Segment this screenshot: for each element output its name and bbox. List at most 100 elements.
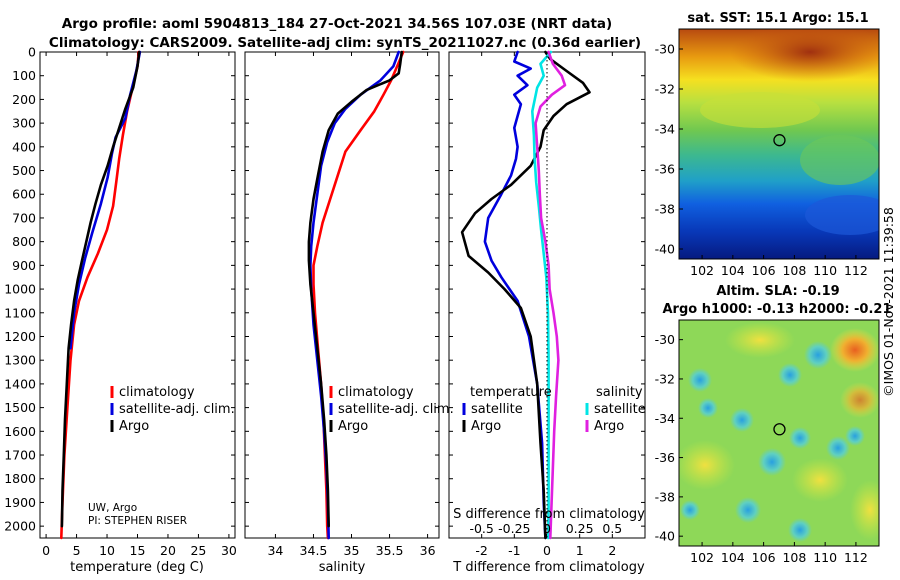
sla-low-patch <box>758 448 786 476</box>
sla-low-patch <box>698 398 718 418</box>
depth-tick-label: 1000 <box>4 282 36 297</box>
depth-tick-label: 1300 <box>4 353 36 368</box>
legend-label-satellite: satellite-adj. clim. <box>338 402 454 417</box>
lat-tick-label: -36 <box>655 450 675 465</box>
sla-low-patch <box>688 368 712 392</box>
temperature-panel-frame <box>39 51 236 539</box>
legend-label-t-argo: Argo <box>471 419 501 434</box>
sla-axes: 102 104 106 108 110 112 -30 -32 -34 -36 -38 -40 <box>655 332 868 565</box>
x-tick-label: 2 <box>608 543 616 558</box>
legend-title-temperature: temperature <box>470 385 552 400</box>
difference-plot: -2 -1 0 1 2 -0.5 -0.25 0 0.25 0.5 <box>460 50 622 558</box>
legend-title-salinity: salinity <box>596 385 643 400</box>
legend-label-climatology: climatology <box>119 385 195 400</box>
sla-map-frame <box>678 319 880 547</box>
depth-tick-label: 1700 <box>4 448 36 463</box>
sla-low-patch <box>788 518 812 542</box>
depth-tick-label: 800 <box>12 234 36 249</box>
lon-tick-label: 106 <box>752 550 776 565</box>
sst-warm-patch <box>730 29 879 82</box>
sla-low-patch <box>730 408 754 432</box>
depth-tick-label: 2000 <box>4 519 36 534</box>
s-tick-label: 0.5 <box>602 521 622 536</box>
x-tick-label: 5 <box>73 543 81 558</box>
figure-title-line2: Climatology: CARS2009. Satellite-adj cli… <box>49 35 641 51</box>
depth-tick-label: 1900 <box>4 495 36 510</box>
lon-tick-label: 104 <box>721 263 745 278</box>
x-tick-label: 20 <box>160 543 176 558</box>
sla-low-patch <box>845 426 865 446</box>
sst-yellow-patch <box>700 92 820 128</box>
legend-label-climatology: climatology <box>338 385 414 400</box>
depth-tick-label: 700 <box>12 210 36 225</box>
lat-tick-label: -36 <box>655 162 675 177</box>
sla-map-title2: Argo h1000: -0.13 h2000: -0.21 <box>662 302 891 317</box>
series-argo <box>307 50 404 528</box>
s-tick-label: -0.5 <box>469 521 493 536</box>
x-tick-label: 30 <box>221 543 237 558</box>
sla-argo-marker <box>773 423 786 436</box>
sla-high-patch <box>830 328 879 372</box>
depth-tick-label: 1800 <box>4 471 36 486</box>
x-tick-label: 10 <box>99 543 115 558</box>
sst-map-frame <box>678 28 880 260</box>
legend-label-satellite: satellite-adj. clim. <box>119 402 235 417</box>
lat-tick-label: -30 <box>655 332 675 347</box>
series-satellite-adj-clim- <box>309 50 401 540</box>
legend-label-argo: Argo <box>338 419 368 434</box>
lon-tick-label: 102 <box>690 550 714 565</box>
depth-tick-label: 400 <box>12 139 36 154</box>
series-argo <box>60 50 141 528</box>
lat-tick-label: -30 <box>655 42 675 57</box>
salinity-plot: 34 34.5 35 35.5 36 <box>267 50 436 558</box>
credit-line2: PI: STEPHEN RISER <box>88 515 187 527</box>
lon-tick-label: 112 <box>844 263 868 278</box>
sla-map-image <box>679 320 879 546</box>
x-tick-label: 15 <box>130 543 146 558</box>
x-tick-label: 34 <box>267 543 283 558</box>
x-tick-label: -1 <box>508 543 520 558</box>
depth-tick-label: 900 <box>12 258 36 273</box>
sla-yellow-patch <box>679 440 735 490</box>
lat-tick-label: -32 <box>655 371 675 386</box>
lon-tick-label: 108 <box>782 550 806 565</box>
sla-yellow-patch <box>725 322 795 358</box>
depth-tick-label: 1500 <box>4 400 36 415</box>
x-tick-label: 0 <box>543 543 551 558</box>
x-tick-label: 35.5 <box>376 543 404 558</box>
legend-label-t-satellite: satellite <box>471 402 523 417</box>
depth-tick-label: 1400 <box>4 376 36 391</box>
x-tick-label: -2 <box>475 543 487 558</box>
depth-tick-label: 1200 <box>4 329 36 344</box>
sla-low-patch <box>826 436 850 460</box>
sla-low-patch <box>804 341 832 369</box>
lat-tick-label: -40 <box>655 242 675 257</box>
depth-tick-label: 1100 <box>4 305 36 320</box>
depth-tick-label: 600 <box>12 187 36 202</box>
sst-map-title: sat. SST: 15.1 Argo: 15.1 <box>687 11 868 26</box>
x-tick-label: 25 <box>190 543 206 558</box>
sst-green-patch <box>800 135 879 185</box>
depth-axis: 0 100 200 300 400 500 600 700 800 900 1000 1100 1200… <box>4 45 645 534</box>
depth-tick-label: 0 <box>28 45 36 60</box>
salinity-legend: climatology satellite-adj. clim. Argo <box>329 385 454 434</box>
depth-tick-label: 500 <box>12 163 36 178</box>
lon-tick-label: 108 <box>782 263 806 278</box>
sla-yellow-patch <box>850 480 879 540</box>
difference-legend: temperature satellite Argo salinity sate… <box>462 385 646 434</box>
depth-tick-label: 100 <box>12 68 36 83</box>
lat-tick-label: -34 <box>655 411 675 426</box>
depth-tick-label: 1600 <box>4 424 36 439</box>
legend-label-s-satellite: satellite <box>594 402 646 417</box>
sla-low-patch <box>735 497 761 523</box>
figure-title-line1: Argo profile: aoml 5904813_184 27-Oct-20… <box>62 16 612 32</box>
salinity-xlabel: salinity <box>319 560 366 575</box>
s-difference-xlabel: S difference from climatology <box>453 507 645 522</box>
lon-tick-label: 102 <box>690 263 714 278</box>
lon-tick-label: 106 <box>752 263 776 278</box>
sla-low-patch <box>789 427 811 449</box>
sla-map-title1: Altim. SLA: -0.19 <box>716 284 839 299</box>
salinity-panel-frame <box>244 51 440 539</box>
